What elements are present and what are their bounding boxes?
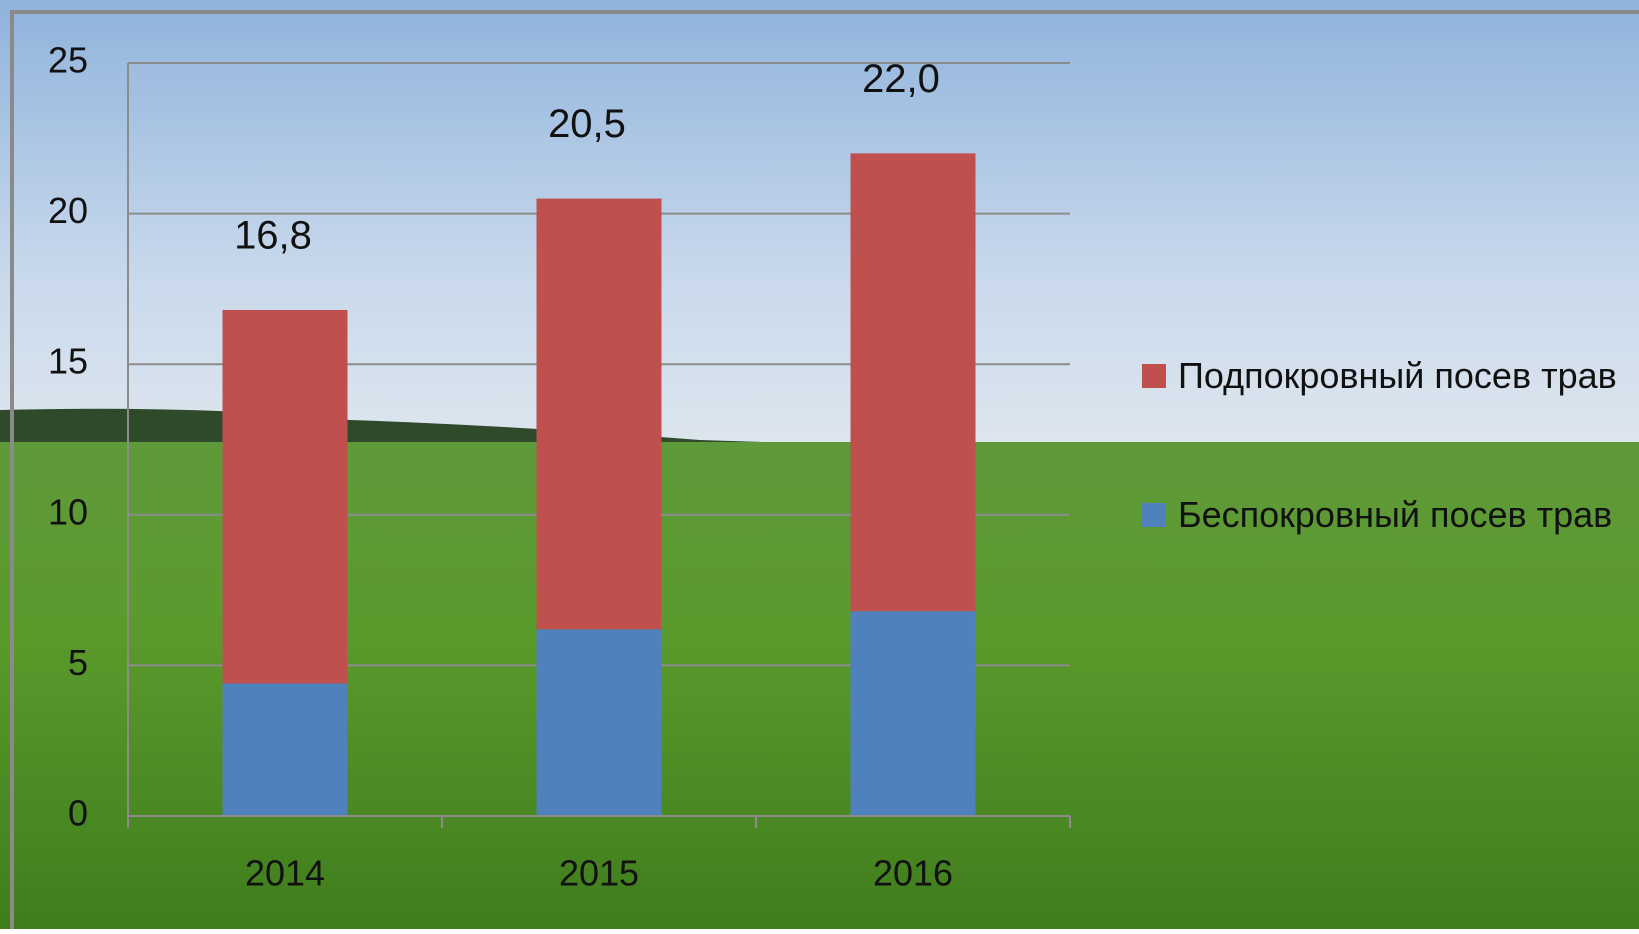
y-tick-label: 10 [48, 491, 88, 532]
total-label: 16,8 [234, 214, 312, 258]
legend-entry: Подпокровный посев трав [1178, 348, 1618, 404]
total-label: 22,0 [862, 57, 940, 101]
slide: 0 5 10 15 20 25 2014 16,8 2015 20,5 2016 22,0 Подпо… [0, 0, 1639, 929]
legend-swatch [1142, 503, 1166, 527]
legend-swatch [1142, 364, 1166, 388]
bar-segment [537, 199, 662, 630]
bar-segment [851, 611, 976, 816]
legend-label: Беспокровный посев трав [1178, 494, 1612, 535]
y-tick-label: 15 [48, 341, 88, 382]
y-tick-label: 5 [68, 642, 88, 683]
legend-label: Подпокровный посев трав [1178, 355, 1617, 396]
y-tick-label: 0 [68, 793, 88, 834]
y-tick-label: 20 [48, 190, 88, 231]
x-tick-label: 2015 [559, 853, 639, 894]
x-tick-label: 2014 [245, 853, 325, 894]
chart: 0 5 10 15 20 25 2014 16,8 2015 20,5 2016 22,0 [0, 0, 1639, 929]
bar-segment [223, 683, 348, 816]
y-tick-label: 25 [48, 40, 88, 81]
x-tick-label: 2016 [873, 853, 953, 894]
bar-segment [537, 629, 662, 816]
legend-entry: Беспокровный посев трав [1178, 487, 1618, 543]
bar-segment [851, 153, 976, 611]
total-label: 20,5 [548, 102, 626, 146]
bar-segment [223, 310, 348, 683]
